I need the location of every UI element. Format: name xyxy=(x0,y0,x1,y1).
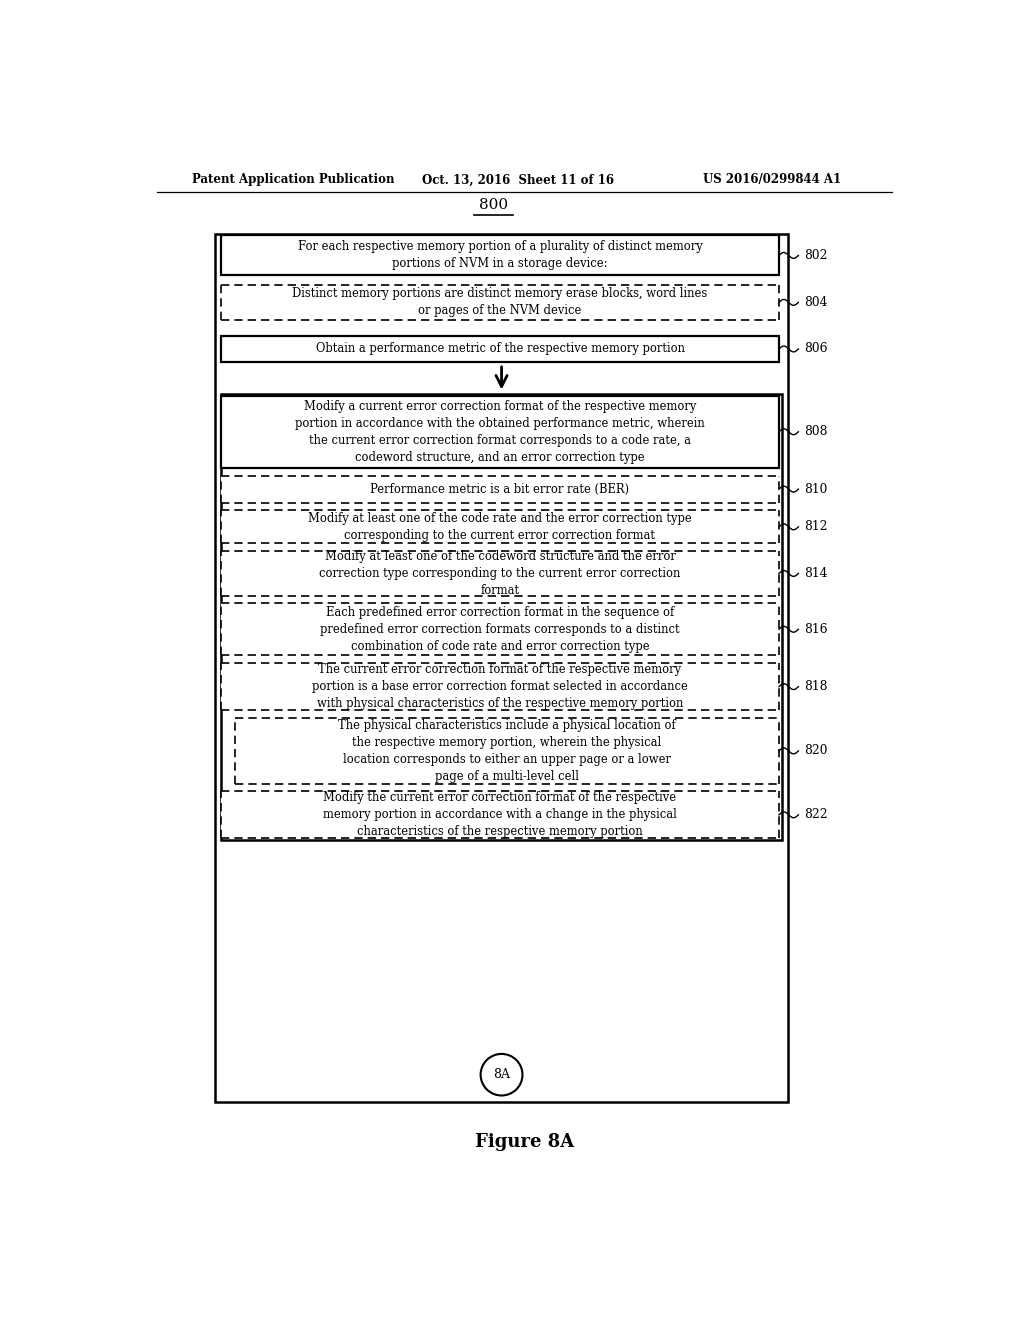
Text: 816: 816 xyxy=(804,623,827,636)
Text: Performance metric is a bit error rate (BER): Performance metric is a bit error rate (… xyxy=(371,483,630,495)
Text: 810: 810 xyxy=(804,483,827,495)
FancyBboxPatch shape xyxy=(221,792,779,838)
FancyBboxPatch shape xyxy=(221,552,779,595)
Text: 800: 800 xyxy=(479,198,508,213)
Text: Each predefined error correction format in the sequence of
predefined error corr: Each predefined error correction format … xyxy=(321,606,680,653)
FancyBboxPatch shape xyxy=(221,395,782,840)
FancyBboxPatch shape xyxy=(221,396,779,469)
Text: US 2016/0299844 A1: US 2016/0299844 A1 xyxy=(703,173,841,186)
Text: 808: 808 xyxy=(804,425,827,438)
Text: 820: 820 xyxy=(804,744,827,758)
Text: The physical characteristics include a physical location of
the respective memor: The physical characteristics include a p… xyxy=(338,719,676,783)
Text: Oct. 13, 2016  Sheet 11 of 16: Oct. 13, 2016 Sheet 11 of 16 xyxy=(423,173,614,186)
Text: Modify a current error correction format of the respective memory
portion in acc: Modify a current error correction format… xyxy=(295,400,705,463)
Text: Modify at least one of the codeword structure and the error
correction type corr: Modify at least one of the codeword stru… xyxy=(319,550,681,597)
Text: Modify the current error correction format of the respective
memory portion in a: Modify the current error correction form… xyxy=(323,791,677,838)
Text: 814: 814 xyxy=(804,566,827,579)
Text: 802: 802 xyxy=(804,249,827,261)
Text: 804: 804 xyxy=(804,296,827,309)
FancyBboxPatch shape xyxy=(221,603,779,655)
Text: 8A: 8A xyxy=(493,1068,510,1081)
Text: Figure 8A: Figure 8A xyxy=(475,1134,574,1151)
FancyBboxPatch shape xyxy=(215,234,788,1102)
FancyBboxPatch shape xyxy=(221,335,779,363)
FancyBboxPatch shape xyxy=(221,511,779,544)
Text: Obtain a performance metric of the respective memory portion: Obtain a performance metric of the respe… xyxy=(315,342,684,355)
FancyBboxPatch shape xyxy=(221,285,779,321)
FancyBboxPatch shape xyxy=(221,663,779,710)
FancyBboxPatch shape xyxy=(221,475,779,503)
Text: Patent Application Publication: Patent Application Publication xyxy=(191,173,394,186)
Text: Modify at least one of the code rate and the error correction type
corresponding: Modify at least one of the code rate and… xyxy=(308,512,692,541)
Text: 806: 806 xyxy=(804,342,827,355)
Text: 818: 818 xyxy=(804,680,827,693)
Text: Distinct memory portions are distinct memory erase blocks, word lines
or pages o: Distinct memory portions are distinct me… xyxy=(293,288,708,317)
Text: 812: 812 xyxy=(804,520,827,533)
Text: The current error correction format of the respective memory
portion is a base e: The current error correction format of t… xyxy=(312,663,688,710)
Text: 822: 822 xyxy=(804,808,827,821)
FancyBboxPatch shape xyxy=(221,235,779,276)
Text: For each respective memory portion of a plurality of distinct memory
portions of: For each respective memory portion of a … xyxy=(298,240,702,271)
FancyBboxPatch shape xyxy=(234,718,779,784)
